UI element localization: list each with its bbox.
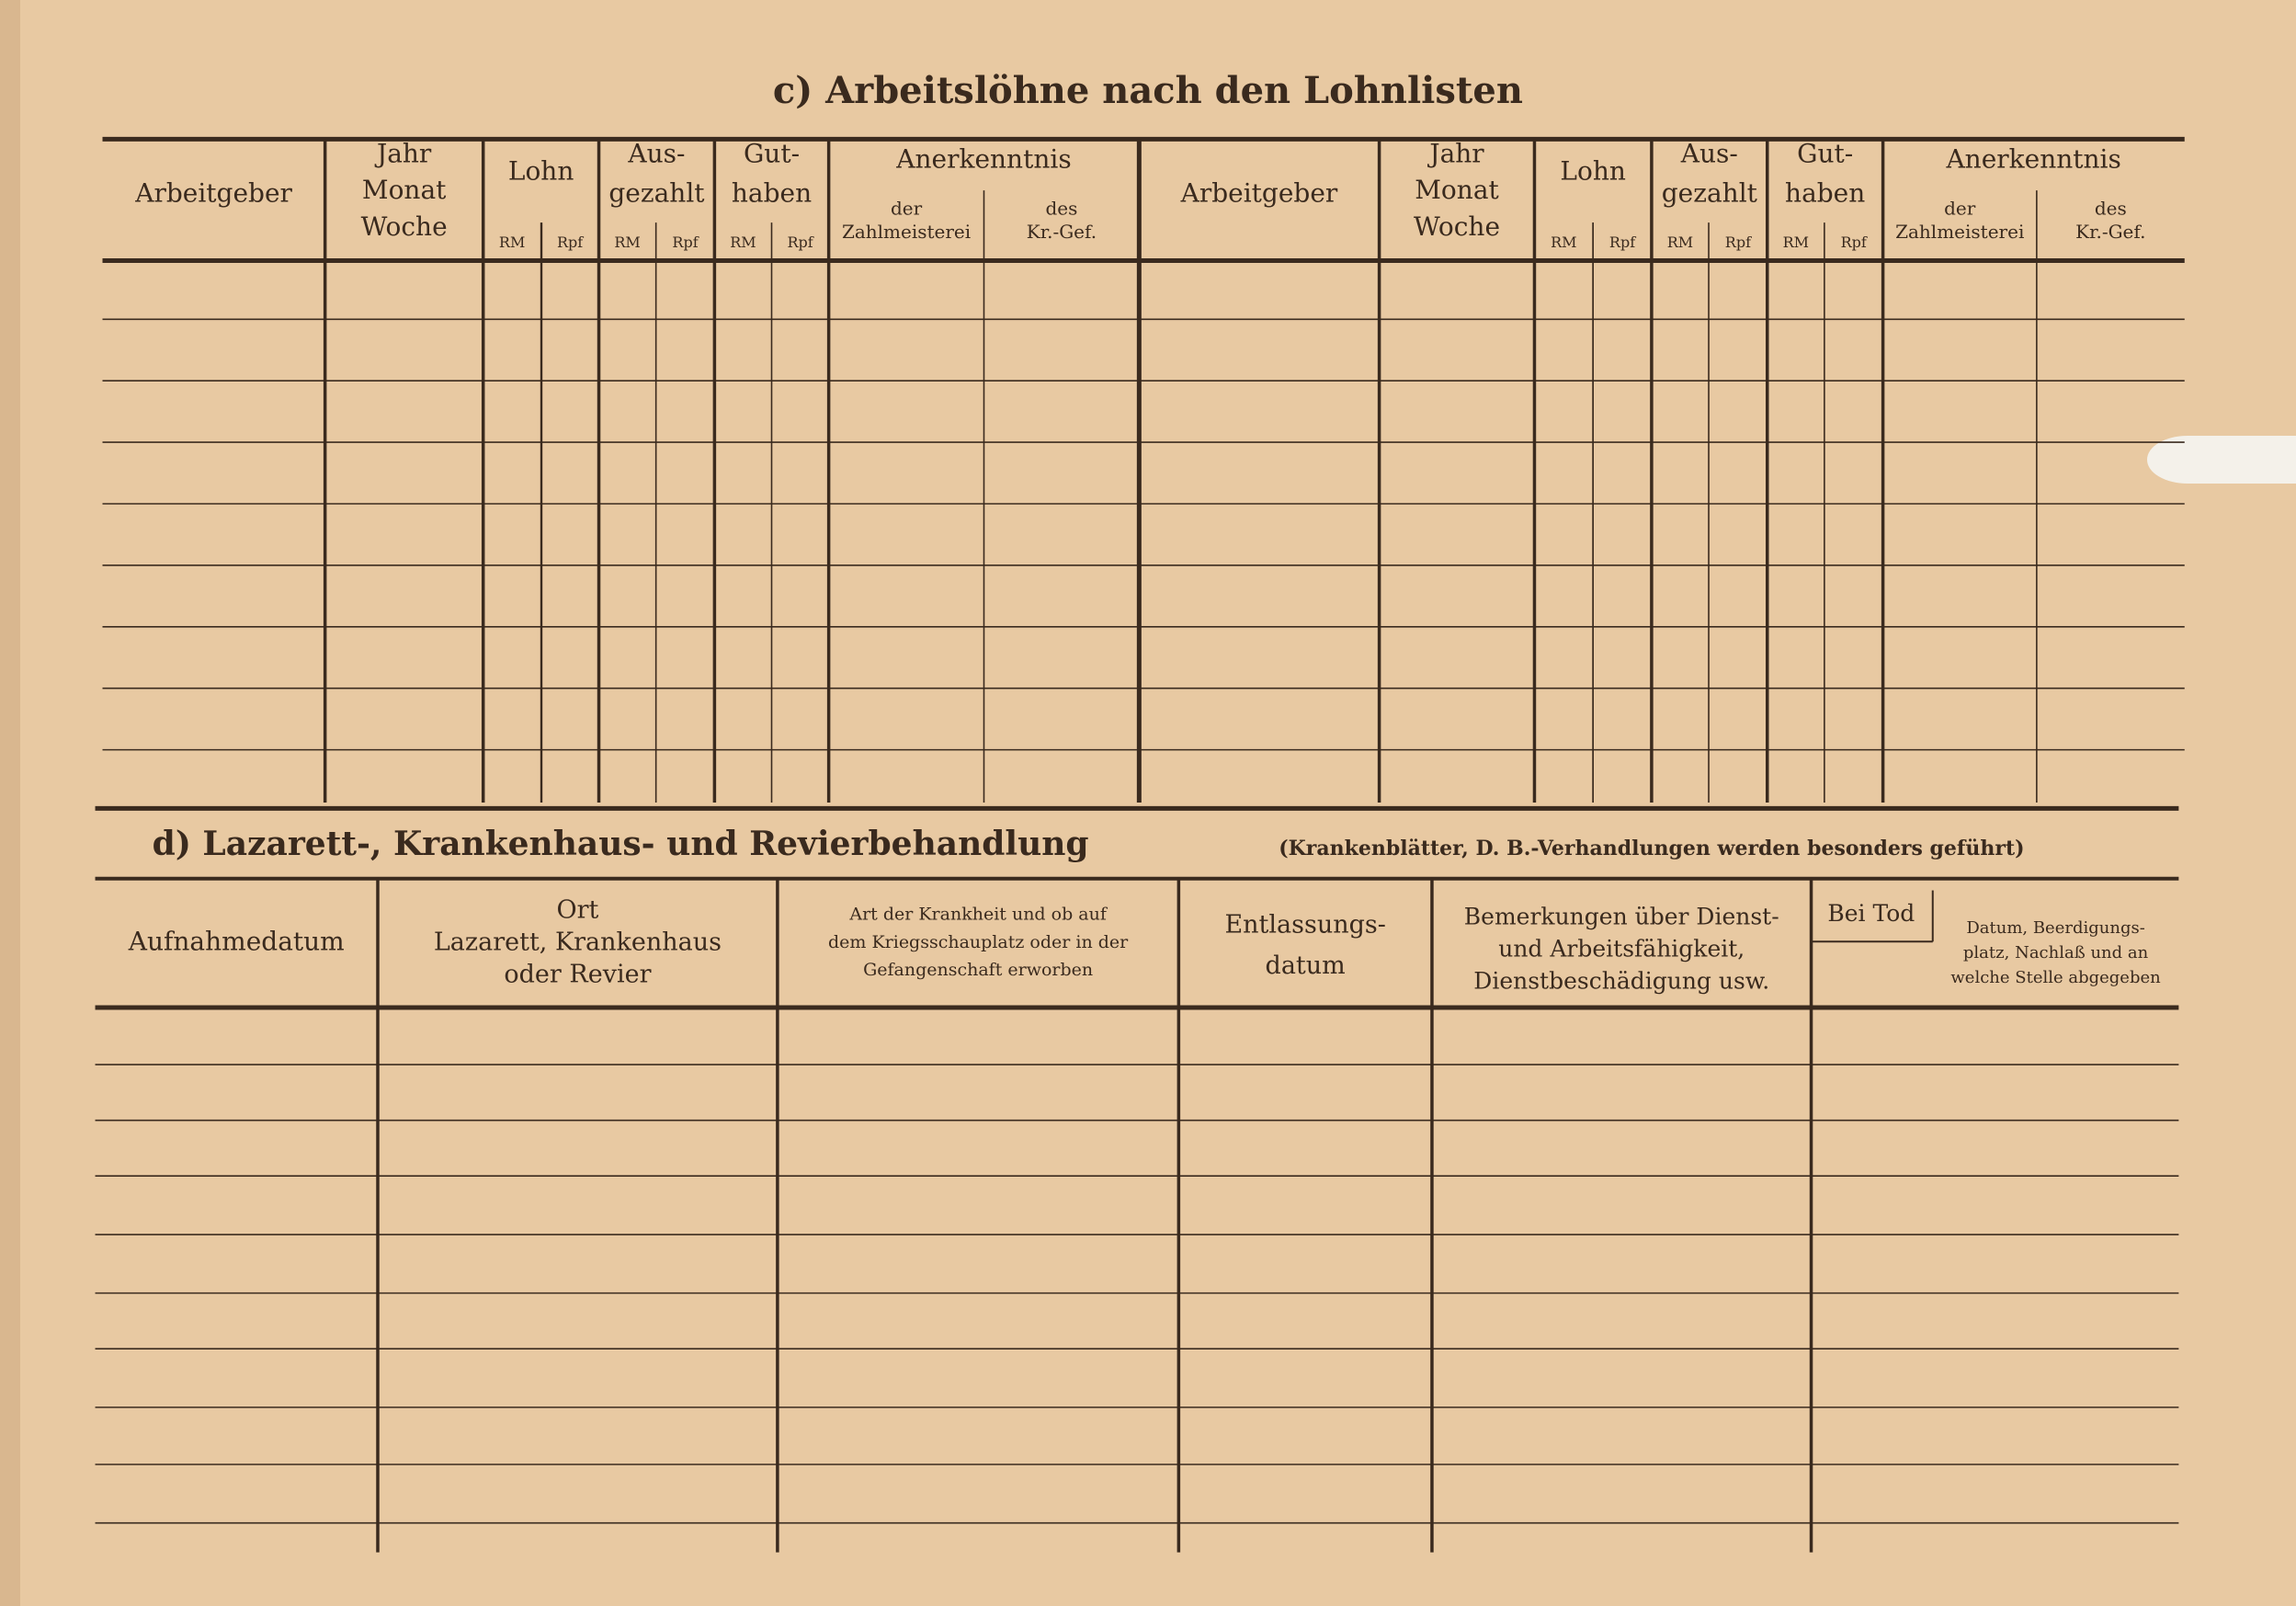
section-title: c) Arbeitslöhne nach den Lohnlisten (773, 69, 1523, 112)
section-title: d) Lazarett-, Krankenhaus- und Revierbeh… (153, 825, 1089, 863)
currency-label: Rpf (1841, 233, 1868, 251)
currency-label: RM (499, 233, 525, 251)
header: Lohn (1560, 155, 1626, 186)
currency-label: Rpf (1609, 233, 1636, 251)
header: dem Kriegsschauplatz oder in der (828, 932, 1129, 952)
currency-label: Rpf (672, 233, 699, 251)
header: oder Revier (504, 960, 651, 988)
header: haben (732, 177, 812, 208)
header: haben (1785, 177, 1865, 208)
header: Lazarett, Krankenhaus (434, 928, 722, 956)
header: welche Stelle abgegeben (1950, 968, 2161, 987)
header: gezahlt (1662, 177, 1758, 208)
currency-label: RM (1551, 233, 1576, 251)
header: des (2095, 197, 2127, 219)
paper-edge (0, 0, 20, 1606)
header: Dienstbeschädigung usw. (1473, 967, 1769, 994)
header: Zahlmeisterei (1895, 221, 2024, 243)
header: und Arbeitsfähigkeit, (1498, 935, 1745, 962)
header: Art der Krankheit und ob auf (848, 905, 1108, 925)
header: Jahr (1426, 138, 1484, 168)
currency-label: RM (1667, 233, 1693, 251)
header: Datum, Beerdigungs- (1966, 918, 2144, 938)
header: Monat (1415, 175, 1499, 205)
header: Gut- (1797, 138, 1853, 168)
header: Anerkenntnis (1945, 144, 2120, 175)
header: Lohn (508, 155, 574, 186)
header: Jahr (374, 138, 432, 168)
currency-label: RM (614, 233, 640, 251)
header: Kr.-Gef. (2075, 221, 2145, 243)
currency-label: RM (1783, 233, 1809, 251)
header: Aufnahmedatum (128, 926, 345, 956)
header: Aus- (1680, 138, 1738, 168)
header: Gefangenschaft erworben (863, 960, 1093, 980)
currency-label: Rpf (787, 233, 813, 251)
header: datum (1266, 951, 1346, 980)
header: des (1045, 197, 1077, 219)
header: der (891, 197, 923, 219)
header: Entlassungs- (1224, 910, 1385, 939)
header: Arbeitgeber (1180, 177, 1338, 208)
header: Woche (361, 211, 448, 242)
header: Aus- (627, 138, 685, 168)
currency-label: Rpf (1725, 233, 1752, 251)
header: Monat (362, 175, 447, 205)
currency-label: RM (730, 233, 756, 251)
header: der (1944, 197, 1976, 219)
header: Zahlmeisterei (842, 221, 971, 243)
section-note: (Krankenblätter, D. B.-Verhandlungen wer… (1279, 837, 2024, 860)
header: Bemerkungen über Dienst- (1464, 903, 1779, 929)
header: Kr.-Gef. (1027, 221, 1097, 243)
header: Woche (1414, 211, 1500, 242)
header: Anerkenntnis (895, 144, 1071, 175)
header: Ort (556, 895, 598, 924)
header: Bei Tod (1827, 900, 1915, 927)
header: Gut- (744, 138, 800, 168)
punch-hole-tear (2188, 436, 2296, 484)
header: platz, Nachlaß und an (1963, 943, 2149, 962)
currency-label: Rpf (557, 233, 584, 251)
header: gezahlt (608, 177, 705, 208)
header: Arbeitgeber (134, 177, 292, 208)
